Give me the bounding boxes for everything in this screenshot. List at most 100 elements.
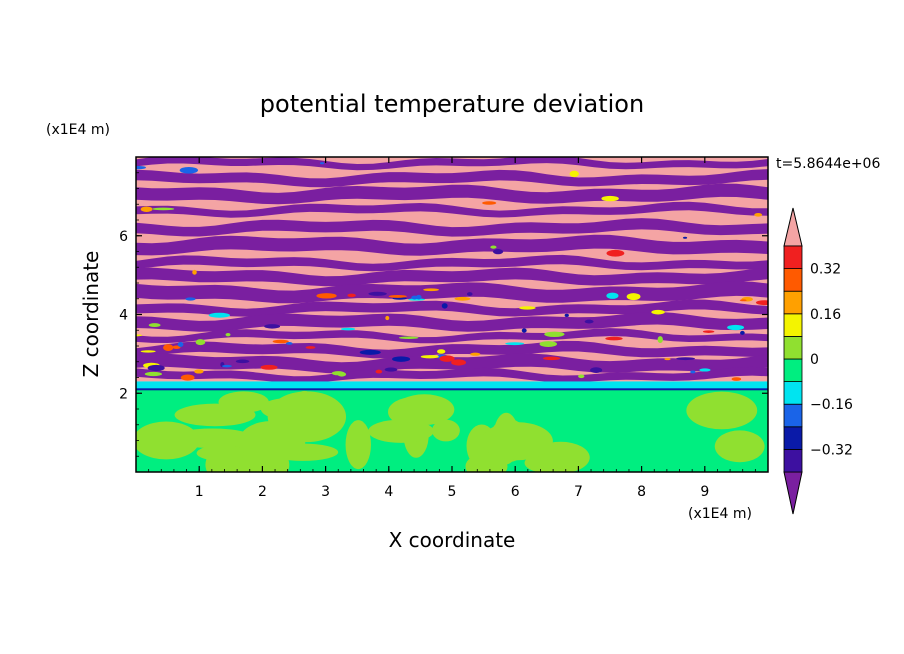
turbulent-patch bbox=[454, 296, 471, 301]
turbulent-patch bbox=[470, 352, 481, 356]
turbulent-patch bbox=[505, 342, 525, 346]
turbulent-patch bbox=[606, 249, 625, 257]
turbulent-patch bbox=[260, 364, 278, 370]
purple-band bbox=[136, 254, 768, 272]
turbulent-patch bbox=[340, 327, 356, 331]
colorbar-swatch bbox=[783, 335, 803, 360]
turbulent-patch bbox=[398, 336, 419, 340]
turbulent-patch bbox=[385, 315, 390, 321]
turbulent-patch bbox=[411, 295, 418, 300]
turbulent-patch bbox=[285, 342, 293, 345]
purple-band bbox=[136, 366, 768, 384]
turbulent-patch bbox=[682, 236, 688, 239]
turbulent-patch bbox=[441, 303, 448, 309]
x-tick-label: 4 bbox=[384, 484, 393, 500]
y-unit-label: (x1E4 m) bbox=[46, 122, 110, 138]
purple-band bbox=[136, 218, 768, 237]
turbulent-patch bbox=[179, 166, 199, 174]
colorbar bbox=[783, 207, 803, 515]
turbulent-patch bbox=[172, 345, 181, 349]
turbulent-patch bbox=[490, 245, 497, 249]
purple-band bbox=[136, 299, 768, 317]
turbulent-patch bbox=[384, 367, 398, 372]
colorbar-swatch bbox=[783, 313, 803, 337]
purple-band bbox=[136, 340, 768, 359]
purple-band bbox=[136, 328, 768, 344]
purple-band bbox=[136, 267, 768, 287]
turbulent-patch bbox=[347, 293, 356, 298]
lower-patch bbox=[174, 403, 256, 427]
turbulent-patch bbox=[569, 170, 579, 178]
turbulent-patch bbox=[392, 356, 411, 362]
colorbar-swatch bbox=[783, 290, 803, 315]
colorbar-tick-label: −0.16 bbox=[810, 397, 853, 413]
turbulent-patch bbox=[518, 306, 536, 310]
lower-patch bbox=[394, 394, 455, 426]
y-tick-label: 2 bbox=[119, 386, 128, 402]
turbulent-patch bbox=[564, 313, 569, 318]
turbulent-patch bbox=[740, 330, 745, 335]
turbulent-patch bbox=[359, 349, 381, 355]
time-label: t=5.8644e+06 bbox=[776, 156, 880, 172]
x-tick-label: 1 bbox=[195, 484, 204, 500]
x-axis: 1 2 3 4 5 6 7 8 9 bbox=[148, 157, 769, 500]
x-tick-label: 8 bbox=[637, 484, 646, 500]
colorbar-labels: 0.32 0.16 0 −0.16 −0.32 bbox=[810, 262, 853, 459]
colorbar-swatch bbox=[783, 426, 803, 450]
turbulent-patch bbox=[408, 298, 426, 301]
colorbar-swatch bbox=[783, 403, 803, 428]
turbulent-patch bbox=[144, 371, 163, 377]
turbulent-patch bbox=[152, 207, 175, 211]
purple-band bbox=[136, 311, 768, 332]
turbulent-patch bbox=[606, 292, 619, 299]
turbulent-patch bbox=[451, 359, 466, 366]
purple-band bbox=[136, 157, 768, 171]
turbulent-patch bbox=[544, 331, 565, 337]
turbulent-patch bbox=[727, 324, 745, 331]
turbulent-patch bbox=[420, 355, 439, 359]
x-tick-label: 3 bbox=[321, 484, 330, 500]
turbulent-patch bbox=[140, 206, 153, 212]
turbulent-patch bbox=[584, 319, 594, 324]
turbulent-patch bbox=[319, 162, 325, 165]
x-tick-label: 6 bbox=[511, 484, 520, 500]
turbulent-patch bbox=[754, 212, 763, 217]
turbulent-patch bbox=[578, 374, 585, 379]
colorbar-tick-label: 0.32 bbox=[810, 262, 841, 278]
colorbar-tick-label: 0 bbox=[810, 352, 819, 368]
colorbar-tick-label: 0.16 bbox=[810, 307, 841, 323]
lower-patch bbox=[136, 421, 200, 460]
x-axis-label: X coordinate bbox=[389, 528, 516, 552]
turbulent-patch bbox=[392, 297, 407, 300]
lower-patch bbox=[345, 420, 371, 470]
turbulent-patch bbox=[148, 323, 161, 328]
turbulent-patch bbox=[331, 371, 345, 376]
lower-patch bbox=[238, 420, 306, 463]
colorbar-swatch bbox=[783, 268, 803, 292]
turbulent-patch bbox=[221, 364, 232, 368]
colorbar-bottom-arrow bbox=[783, 471, 803, 515]
turbulent-patch bbox=[208, 312, 230, 318]
colorbar-tick-label: −0.32 bbox=[810, 442, 853, 458]
turbulent-patch bbox=[136, 165, 146, 170]
turbulent-patch bbox=[482, 201, 497, 205]
colorbar-swatch bbox=[783, 381, 803, 405]
lower-patch bbox=[714, 430, 765, 463]
lower-patch bbox=[294, 390, 315, 418]
turbulent-patch bbox=[702, 330, 715, 333]
x-tick-label: 2 bbox=[258, 484, 267, 500]
turbulent-patch bbox=[439, 355, 455, 362]
turbulent-patch bbox=[626, 293, 641, 301]
turbulent-patch bbox=[605, 336, 623, 341]
turbulent-patch bbox=[305, 346, 316, 349]
turbulent-patch bbox=[140, 350, 156, 353]
turbulent-patch bbox=[136, 334, 143, 337]
inversion-line bbox=[136, 388, 768, 391]
turbulent-patch bbox=[755, 300, 768, 306]
x-tick-label: 9 bbox=[700, 484, 709, 500]
turbulent-patch bbox=[163, 344, 174, 352]
turbulent-patch bbox=[731, 377, 742, 381]
turbulent-patch bbox=[690, 370, 696, 374]
purple-band bbox=[136, 169, 768, 188]
